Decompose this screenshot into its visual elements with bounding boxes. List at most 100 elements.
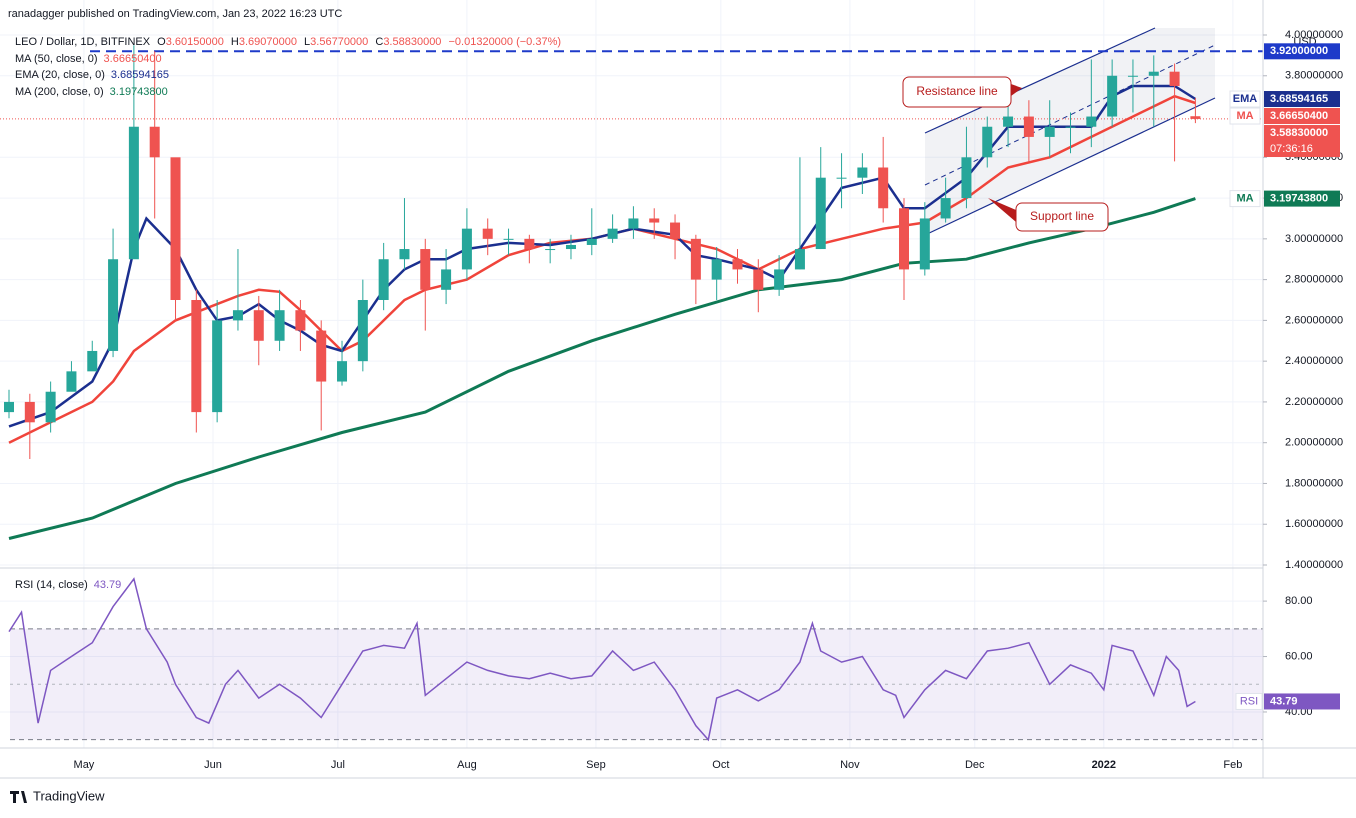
candle-body <box>774 269 785 290</box>
badge-tag-label: RSI <box>1240 695 1258 707</box>
candle-body <box>711 259 722 280</box>
x-tick-label: May <box>74 759 95 771</box>
badge-tag <box>1229 190 1261 208</box>
indicator-legend: EMA (20, close, 0) 3.68594165 <box>15 69 169 81</box>
ohlc-key: H <box>231 36 239 48</box>
candle-body <box>1086 116 1097 127</box>
candle-body <box>1190 116 1201 119</box>
indicator-name: MA (50, close, 0) <box>15 53 98 65</box>
candle-body <box>503 238 514 240</box>
candle-body <box>1065 126 1076 128</box>
candle-body <box>149 126 160 158</box>
indicator-legend: MA (200, close, 0) 3.19743800 <box>15 86 168 98</box>
candle-body <box>919 218 930 270</box>
price-badge <box>1264 43 1340 60</box>
candle-body <box>961 157 972 199</box>
symbol-legend: LEO / Dollar, 1D, BITFINEX O3.60150000 H… <box>15 36 561 48</box>
y-tick-label: 1.60000000 <box>1285 518 1343 530</box>
candle-body <box>399 249 410 260</box>
price-badge-label: 3.19743800 <box>1270 193 1328 205</box>
ohlc-value: 3.60150000 <box>166 36 224 48</box>
candle-body <box>1003 116 1014 127</box>
candle-body <box>1044 126 1055 137</box>
candle-body <box>899 208 909 270</box>
candle-body <box>1148 71 1159 76</box>
price-badge <box>1264 108 1340 125</box>
annotation: Resistance line <box>916 84 998 98</box>
badge-tag <box>1229 90 1261 108</box>
candle-body <box>108 259 119 351</box>
candle-body <box>982 126 993 158</box>
candle-body <box>524 238 535 250</box>
candle-body <box>191 300 202 413</box>
ohlc-value: 3.56770000 <box>310 36 368 48</box>
price-badge <box>1264 91 1340 108</box>
candle-body <box>878 167 889 209</box>
ohlc-value: 3.58830000 <box>383 36 441 48</box>
y-tick-label: 1.40000000 <box>1285 559 1343 571</box>
indicator-line <box>8 197 1196 540</box>
rsi-badge-label: 43.79 <box>1270 695 1298 707</box>
price-badge-label: 3.58830000 <box>1270 127 1328 139</box>
candle-body <box>670 222 681 239</box>
candle-body <box>357 300 368 362</box>
candle-body <box>87 350 98 372</box>
candle-body <box>1169 71 1180 86</box>
x-tick-label: Feb <box>1223 759 1242 771</box>
candle-body <box>732 259 743 270</box>
candle-body <box>295 310 306 331</box>
candle-body <box>649 218 660 223</box>
symbol: LEO / Dollar, 1D, BITFINEX <box>15 36 151 48</box>
badge-tag-label: MA <box>1236 110 1253 122</box>
indicator-name: EMA (20, close, 0) <box>15 69 105 81</box>
badge-tag-label: MA <box>1236 193 1253 205</box>
candle-body <box>378 259 389 300</box>
candle-body <box>337 361 348 382</box>
price-badge-label: 3.92000000 <box>1270 45 1328 57</box>
y-tick-label: 60.00 <box>1285 650 1313 662</box>
candle-body <box>628 218 639 229</box>
price-badge-sub: 07:36:16 <box>1270 143 1313 155</box>
y-tick-label: 2.60000000 <box>1285 314 1343 326</box>
candle-body <box>607 228 618 239</box>
candle-body <box>170 157 181 300</box>
candle-body <box>545 249 556 251</box>
indicator-value: 3.68594165 <box>111 69 169 81</box>
candle-body <box>441 269 452 290</box>
y-tick-label: 2.40000000 <box>1285 355 1343 367</box>
plot <box>0 45 1263 742</box>
candle-body <box>274 310 285 341</box>
ohlc-key: L <box>304 36 310 48</box>
x-tick-label: Sep <box>586 759 606 771</box>
y-tick-label: 2.20000000 <box>1285 396 1343 408</box>
candle-body <box>1023 116 1034 137</box>
x-tick-label: Nov <box>840 759 860 771</box>
grid <box>0 0 1263 748</box>
x-tick-label: 2022 <box>1092 759 1116 771</box>
candle-body <box>253 310 264 341</box>
candle-body <box>420 249 431 290</box>
channel-fill <box>925 28 1215 235</box>
brand-name: TradingView <box>33 788 105 803</box>
rsi-legend: RSI (14, close) 43.79 <box>15 579 121 591</box>
candle-body <box>212 320 223 413</box>
change: −0.01320000 (−0.37%) <box>449 36 562 48</box>
annotation-pointer <box>1011 84 1022 96</box>
candle-body <box>461 228 472 270</box>
candle-body <box>940 198 951 219</box>
candle-body <box>690 238 701 280</box>
support-trendline <box>924 97 1216 236</box>
annotation: Support line <box>1030 209 1094 223</box>
y-tick-label: 2.80000000 <box>1285 274 1343 286</box>
brand-logo <box>10 791 27 803</box>
candle-body <box>1107 75 1118 117</box>
candle-body <box>316 330 327 382</box>
candle-body <box>565 244 576 250</box>
price-badge <box>1264 190 1340 207</box>
x-tick-label: Jul <box>331 759 345 771</box>
candle-body <box>857 167 868 178</box>
y-tick-label: 1.80000000 <box>1285 477 1343 489</box>
badge-tag <box>1229 107 1261 125</box>
x-tick-label: Jun <box>204 759 222 771</box>
